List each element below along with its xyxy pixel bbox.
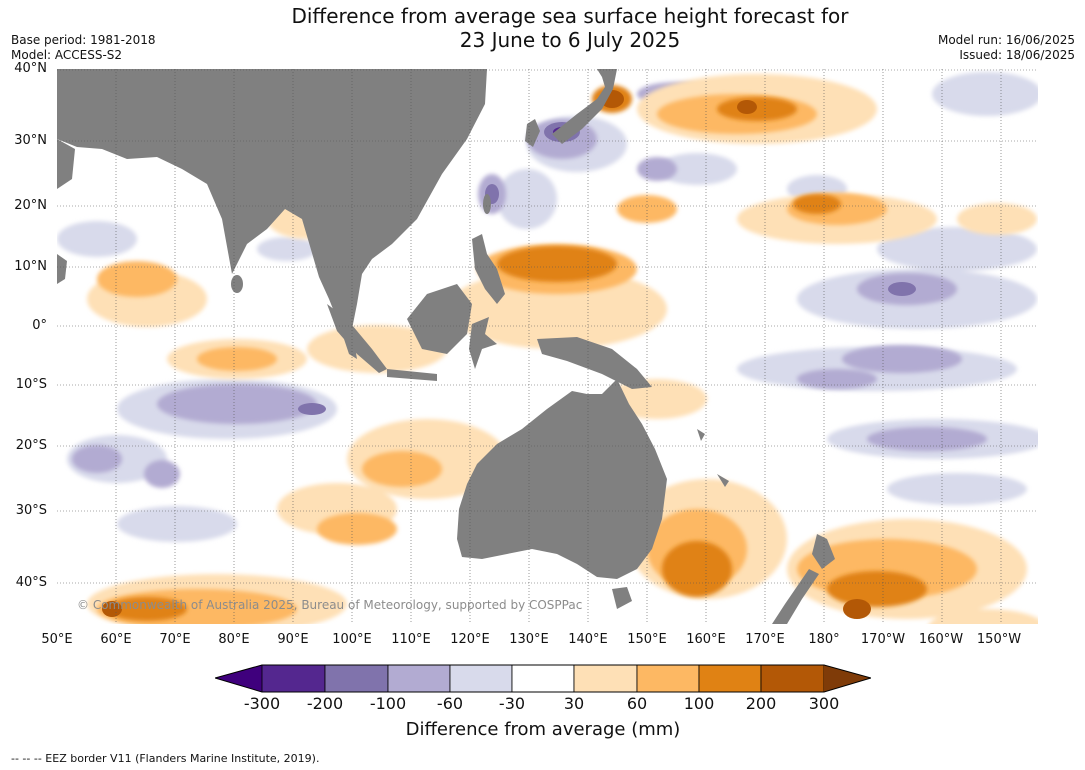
colorbar-extend-min [215, 665, 262, 692]
new-caledonia [717, 474, 729, 487]
lon-label-60e: 60°E [100, 632, 132, 647]
map-title: Difference from average sea surface heig… [0, 4, 1085, 52]
lon-label-110e: 110°E [391, 632, 431, 647]
lat-label-30n: 30°N [14, 133, 47, 148]
colorbar-bin--200--100 [324, 664, 389, 693]
colorbar-bin--100--60 [387, 664, 451, 693]
colorbar-bin--30-30 [511, 664, 575, 693]
lon-label-170e: 170°E [745, 632, 785, 647]
lat-label-20s: 20°S [15, 438, 47, 453]
lon-label-50e: 50°E [41, 632, 73, 647]
horn-of-africa [57, 254, 67, 284]
colorbar-tick-neg30: -30 [498, 694, 526, 713]
taiwan [483, 194, 491, 214]
colorbar-tick-neg200: -200 [306, 694, 344, 713]
map-svg [57, 69, 1038, 624]
lon-label-180: 180° [808, 632, 840, 647]
lon-label-100e: 100°E [332, 632, 372, 647]
philippines [472, 234, 505, 304]
java [387, 369, 437, 381]
tasmania [612, 587, 632, 609]
colorbar-bin-60-100 [636, 664, 700, 693]
sea-surface-height-map [57, 69, 1038, 624]
lat-label-20n: 20°N [14, 198, 47, 213]
lon-label-160w: 160°W [918, 632, 964, 647]
lat-label-30s: 30°S [15, 503, 47, 518]
sumatra [327, 304, 387, 373]
colorbar-tick-100: 100 [683, 694, 715, 713]
issued-date: Issued: 18/06/2025 [959, 48, 1075, 62]
colorbar-tick-30: 30 [563, 694, 585, 713]
colorbar-bin--300--200 [261, 664, 326, 693]
colorbar-bin-200-300 [760, 664, 825, 693]
colorbar-tick-300: 300 [808, 694, 840, 713]
colorbar-tick-neg60: -60 [436, 694, 464, 713]
lon-label-150w: 150°W [976, 632, 1022, 647]
colorbar-bin--60--30 [449, 664, 513, 693]
model-name: Model: ACCESS-S2 [11, 48, 123, 62]
arabia [57, 139, 75, 189]
title-line-2: 23 June to 6 July 2025 [459, 28, 681, 52]
japan [552, 69, 617, 144]
lon-label-160e: 160°E [686, 632, 726, 647]
new-guinea [537, 337, 652, 389]
meta-right: Model run: 16/06/2025 Issued: 18/06/2025 [938, 33, 1075, 63]
lon-label-130e: 130°E [509, 632, 549, 647]
model-run: Model run: 16/06/2025 [937, 33, 1075, 47]
lon-label-140e: 140°E [568, 632, 608, 647]
base-period: Base period: 1981-2018 [11, 33, 156, 47]
lat-label-equator: 0° [32, 318, 47, 333]
lon-label-90e: 90°E [277, 632, 309, 647]
colorbar-tick-neg100: -100 [369, 694, 407, 713]
title-line-1: Difference from average sea surface heig… [291, 4, 849, 28]
eez-footnote: -- -- -- EEZ border V11 (Flanders Marine… [11, 752, 320, 765]
graticule [57, 69, 1038, 624]
colorbar-bin-30-60 [573, 664, 638, 693]
colorbar-tick-200: 200 [745, 694, 777, 713]
lon-label-150e: 150°E [627, 632, 667, 647]
colorbar-title: Difference from average (mm) [405, 719, 681, 740]
colorbar-tick-60: 60 [626, 694, 648, 713]
lon-label-80e: 80°E [218, 632, 250, 647]
lat-label-10s: 10°S [15, 377, 47, 392]
new-zealand-north [812, 534, 835, 569]
vanuatu [697, 429, 705, 441]
colorbar-extend-max [824, 665, 871, 692]
lat-label-10n: 10°N [14, 259, 47, 274]
lon-label-120e: 120°E [450, 632, 490, 647]
colorbar-tick-neg300: -300 [243, 694, 281, 713]
colorbar [215, 664, 871, 693]
sulawesi [469, 317, 497, 369]
lat-label-40s: 40°S [15, 575, 47, 590]
asia-mainland [57, 69, 487, 359]
colorbar-outline [215, 664, 871, 693]
sri-lanka [231, 275, 243, 293]
meta-left: Base period: 1981-2018 Model: ACCESS-S2 [11, 33, 156, 63]
lon-label-170w: 170°W [860, 632, 906, 647]
borneo [407, 284, 472, 354]
lon-label-70e: 70°E [159, 632, 191, 647]
copyright-notice: © Commonwealth of Australia 2025, Bureau… [77, 598, 583, 612]
colorbar-bin-100-200 [698, 664, 762, 693]
australia [457, 379, 667, 579]
lat-label-40n: 40°N [14, 61, 47, 76]
